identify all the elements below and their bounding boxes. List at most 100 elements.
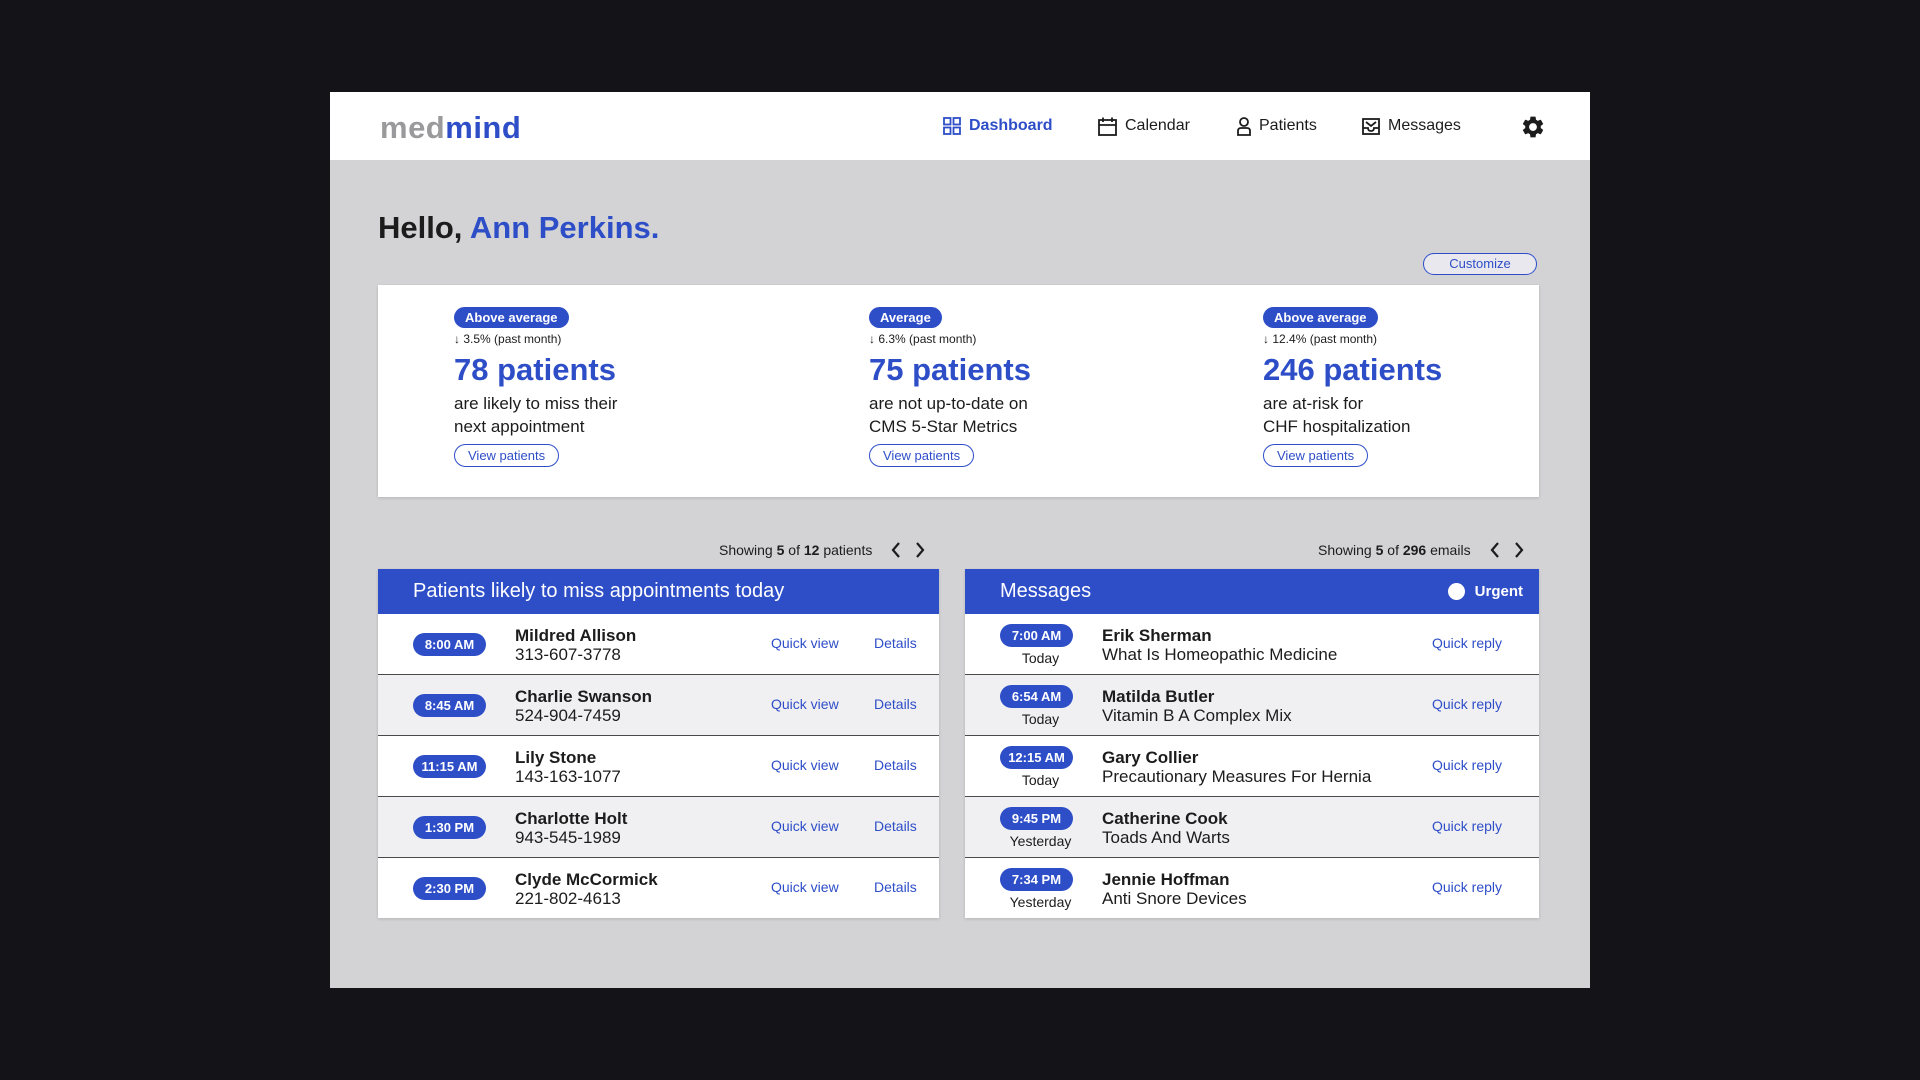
- quick-view-link[interactable]: Quick view: [771, 879, 839, 895]
- appointment-row[interactable]: 2:30 PM Clyde McCormick 221-802-4613 Quick …: [378, 857, 939, 918]
- nav-messages[interactable]: Messages: [1362, 92, 1461, 160]
- details-link[interactable]: Details: [874, 818, 917, 834]
- details-link[interactable]: Details: [874, 757, 917, 773]
- stats-card: Above average ↓ 3.5% (past month) 78 pat…: [378, 285, 1539, 497]
- logo-med: med: [380, 110, 446, 145]
- patient-name: Mildred Allison: [515, 626, 637, 645]
- details-link[interactable]: Details: [874, 635, 917, 651]
- chevron-left-icon[interactable]: [890, 541, 902, 559]
- messages-pagination: Showing 5 of 296 emails: [1318, 538, 1525, 562]
- quick-view-link[interactable]: Quick view: [771, 818, 839, 834]
- inbox-icon: [1362, 118, 1380, 135]
- stat-description-line1: are likely to miss their: [454, 394, 618, 413]
- message-time-badge: 7:00 AM: [1000, 624, 1073, 647]
- message-day: Today: [1021, 711, 1060, 727]
- top-navigation-bar: medmind Dashboard Calendar Patients: [330, 92, 1590, 160]
- app-window: medmind Dashboard Calendar Patients: [330, 92, 1590, 988]
- message-row[interactable]: 7:00 AM Today Erik Sherman What Is Homeopat…: [965, 614, 1539, 674]
- message-day: Yesterday: [1009, 894, 1072, 910]
- stat-missed-appointments: Above average ↓ 3.5% (past month) 78 pat…: [454, 307, 617, 467]
- customize-button[interactable]: Customize: [1423, 253, 1537, 275]
- quick-view-link[interactable]: Quick view: [771, 757, 839, 773]
- nav-messages-label: Messages: [1388, 117, 1461, 134]
- appointment-row[interactable]: 8:00 AM Mildred Allison 313-607-3778 Quick …: [378, 614, 939, 674]
- messages-panel: Messages Urgent 7:00 AM Today Erik Sherman…: [965, 569, 1539, 918]
- nav-dashboard[interactable]: Dashboard: [943, 92, 1053, 160]
- message-time-badge: 7:34 PM: [1000, 868, 1073, 891]
- quick-view-link[interactable]: Quick view: [771, 635, 839, 651]
- appointments-pagination: Showing 5 of 12 patients: [719, 538, 926, 562]
- messages-panel-title: Messages: [1000, 580, 1092, 602]
- message-subject: Toads And Warts: [1102, 828, 1230, 847]
- message-info: Jennie Hoffman Anti Snore Devices: [1102, 870, 1247, 908]
- message-info: Gary Collier Precautionary Measures For H…: [1102, 748, 1371, 786]
- quick-reply-link[interactable]: Quick reply: [1432, 696, 1503, 712]
- view-patients-button[interactable]: View patients: [869, 444, 975, 467]
- nav-patients[interactable]: Patients: [1237, 92, 1317, 160]
- stat-description-line2: CHF hospitalization: [1263, 417, 1411, 436]
- stat-delta: ↓ 6.3% (past month): [869, 332, 977, 346]
- chevron-right-icon[interactable]: [1513, 541, 1525, 559]
- messages-panel-header: Messages Urgent: [965, 569, 1539, 614]
- message-row[interactable]: 12:15 AM Today Gary Collier Precautionary M…: [965, 735, 1539, 796]
- stat-count: 78 patients: [454, 352, 616, 387]
- nav-dashboard-label: Dashboard: [969, 117, 1053, 134]
- message-day: Yesterday: [1009, 833, 1072, 849]
- message-row[interactable]: 6:54 AM Today Matilda Butler Vitamin B A Co…: [965, 674, 1539, 735]
- chevron-right-icon[interactable]: [914, 541, 926, 559]
- message-info: Matilda Butler Vitamin B A Complex Mix: [1102, 687, 1292, 725]
- stat-count: 75 patients: [869, 352, 1031, 387]
- appointments-panel: Patients likely to miss appointments tod…: [378, 569, 939, 918]
- gear-icon[interactable]: [1520, 114, 1546, 140]
- appointment-row[interactable]: 8:45 AM Charlie Swanson 524-904-7459 Quick …: [378, 674, 939, 735]
- message-subject: What Is Homeopathic Medicine: [1102, 645, 1338, 664]
- stat-delta: ↓ 3.5% (past month): [454, 332, 562, 346]
- message-info: Catherine Cook Toads And Warts: [1102, 809, 1230, 847]
- appointments-pagination-text: Showing 5 of 12 patients: [719, 542, 873, 558]
- quick-reply-link[interactable]: Quick reply: [1432, 635, 1503, 651]
- message-time-badge: 9:45 PM: [1000, 807, 1073, 830]
- appointment-row[interactable]: 11:15 AM Lily Stone 143-163-1077 Quick view…: [378, 735, 939, 796]
- view-patients-button[interactable]: View patients: [454, 444, 560, 467]
- patient-phone: 313-607-3778: [515, 645, 621, 664]
- stat-cms-metrics: Average ↓ 6.3% (past month) 75 patients …: [869, 307, 1031, 467]
- appointment-time-badge: 11:15 AM: [413, 755, 486, 778]
- details-link[interactable]: Details: [874, 879, 917, 895]
- patient-phone: 943-545-1989: [515, 828, 621, 847]
- stat-delta: ↓ 12.4% (past month): [1263, 332, 1378, 346]
- stat-badge: Above average: [1263, 307, 1378, 328]
- message-time-badge: 6:54 AM: [1000, 685, 1073, 708]
- nav-calendar-label: Calendar: [1125, 117, 1190, 134]
- message-sender: Matilda Butler: [1102, 687, 1215, 706]
- quick-reply-link[interactable]: Quick reply: [1432, 879, 1503, 895]
- medmind-logo[interactable]: medmind: [380, 110, 521, 146]
- patient-phone: 221-802-4613: [515, 889, 621, 908]
- chevron-left-icon[interactable]: [1489, 541, 1501, 559]
- view-patients-button[interactable]: View patients: [1263, 444, 1369, 467]
- quick-view-link[interactable]: Quick view: [771, 696, 839, 712]
- message-row[interactable]: 7:34 PM Yesterday Jennie Hoffman Anti Snore…: [965, 857, 1539, 918]
- quick-reply-link[interactable]: Quick reply: [1432, 818, 1503, 834]
- message-sender: Erik Sherman: [1102, 626, 1212, 645]
- urgent-toggle[interactable]: Urgent: [1447, 569, 1523, 614]
- appointments-panel-title: Patients likely to miss appointments tod…: [378, 569, 939, 614]
- message-sender: Gary Collier: [1102, 748, 1199, 767]
- message-sender: Jennie Hoffman: [1102, 870, 1230, 889]
- nav-calendar[interactable]: Calendar: [1098, 92, 1190, 160]
- message-subject: Anti Snore Devices: [1102, 889, 1247, 908]
- patient-info: Lily Stone 143-163-1077: [515, 748, 621, 786]
- appointment-time-badge: 1:30 PM: [413, 816, 486, 839]
- patient-info: Charlie Swanson 524-904-7459: [515, 687, 652, 725]
- message-sender: Catherine Cook: [1102, 809, 1228, 828]
- message-row[interactable]: 9:45 PM Yesterday Catherine Cook Toads And …: [965, 796, 1539, 857]
- quick-reply-link[interactable]: Quick reply: [1432, 757, 1503, 773]
- appointment-row[interactable]: 1:30 PM Charlotte Holt 943-545-1989 Quick v…: [378, 796, 939, 857]
- appointment-time-badge: 8:00 AM: [413, 633, 486, 656]
- stat-badge: Above average: [454, 307, 569, 328]
- message-day: Today: [1021, 650, 1060, 666]
- greeting-prefix: Hello,: [378, 210, 463, 245]
- nav-patients-label: Patients: [1259, 117, 1317, 134]
- stat-chf-risk: Above average ↓ 12.4% (past month) 246 p…: [1263, 307, 1442, 467]
- urgent-toggle-label: Urgent: [1474, 583, 1523, 600]
- details-link[interactable]: Details: [874, 696, 917, 712]
